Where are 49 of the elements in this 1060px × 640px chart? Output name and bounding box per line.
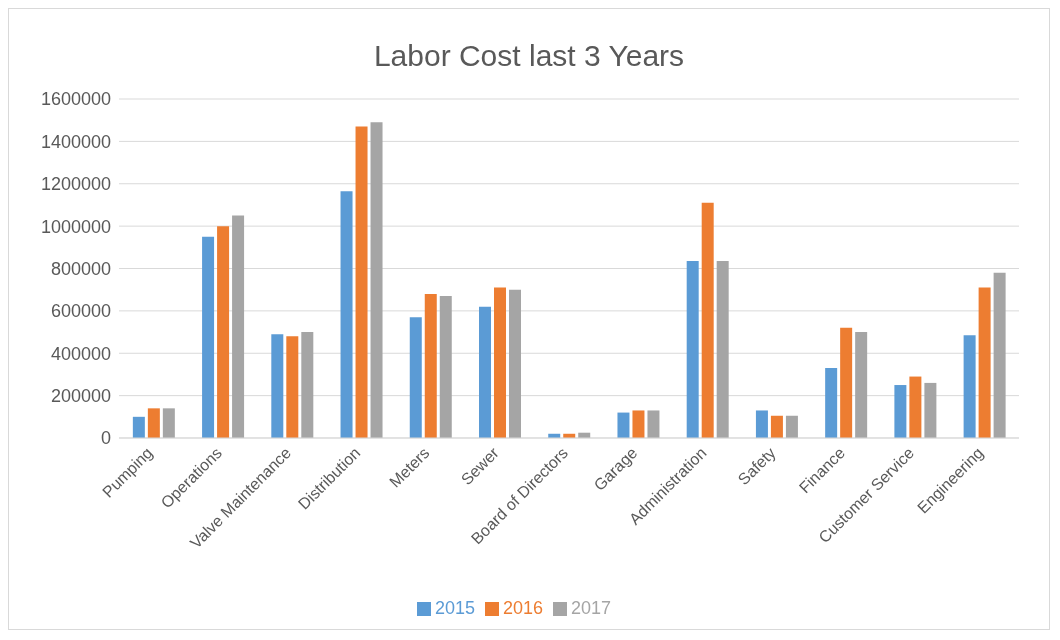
bar <box>770 415 783 438</box>
bar <box>147 408 160 438</box>
bar <box>340 191 353 438</box>
bar <box>785 415 798 438</box>
bar <box>202 236 215 438</box>
bar <box>993 272 1006 438</box>
chart-title: Labor Cost last 3 Years <box>372 38 686 74</box>
y-tick-label: 600000 <box>50 301 111 322</box>
bar <box>632 410 645 438</box>
bar <box>716 261 729 438</box>
bar <box>494 287 506 438</box>
bar <box>286 336 299 438</box>
bar <box>978 287 991 438</box>
y-tick-label: 400000 <box>50 343 111 364</box>
bar <box>909 376 922 438</box>
bar <box>963 335 976 438</box>
bar <box>479 306 491 438</box>
bar <box>924 382 937 438</box>
bar <box>701 202 714 438</box>
bar <box>409 317 422 438</box>
bar <box>132 416 145 438</box>
bar <box>217 226 230 438</box>
bar <box>855 332 868 438</box>
bar <box>301 332 314 438</box>
bar <box>840 327 853 438</box>
legend-label: 2017 <box>571 598 612 618</box>
bar <box>509 289 521 438</box>
y-tick-label: 1600000 <box>40 89 111 110</box>
bar <box>162 408 175 438</box>
y-tick-label: 1200000 <box>40 174 111 195</box>
bar <box>439 296 452 438</box>
bar <box>647 410 660 438</box>
bar <box>894 385 907 438</box>
bar <box>232 215 245 438</box>
y-tick-label: 800000 <box>50 258 111 279</box>
bar <box>755 410 768 438</box>
bar <box>825 368 838 438</box>
bar <box>617 412 630 438</box>
y-tick-label: 1000000 <box>40 216 111 237</box>
bar <box>370 122 383 438</box>
y-tick-label: 200000 <box>50 386 111 407</box>
bar <box>686 261 699 438</box>
y-tick-label: 1400000 <box>40 131 111 152</box>
legend-label: 2015 <box>434 598 475 618</box>
y-tick-label: 0 <box>100 428 111 449</box>
bar <box>271 334 284 438</box>
bar <box>424 293 437 438</box>
bar <box>355 126 368 438</box>
legend-label: 2016 <box>502 598 544 618</box>
